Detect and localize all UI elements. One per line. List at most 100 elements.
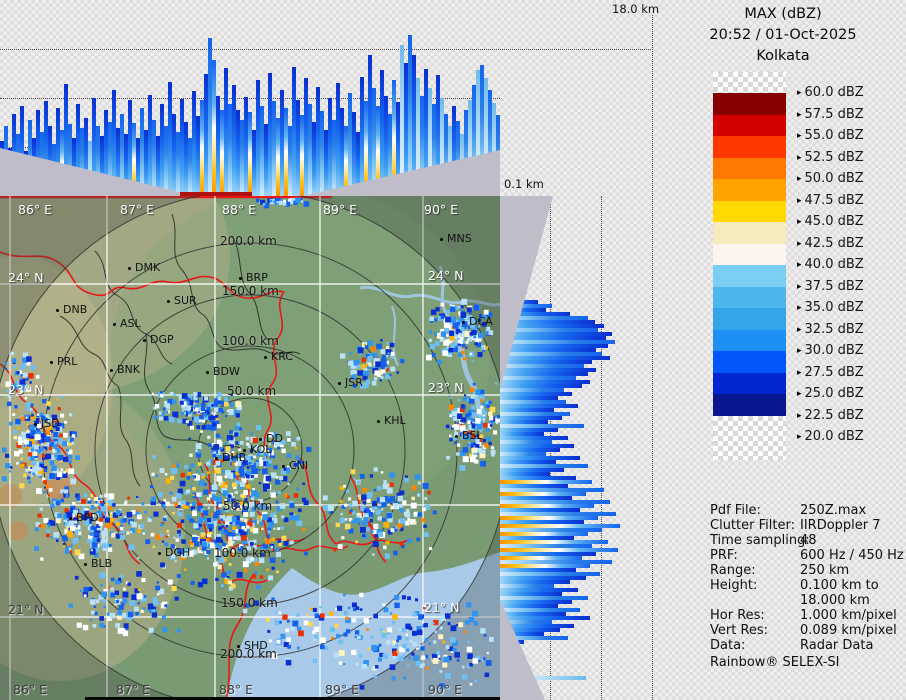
echo-column [468,100,472,196]
scale-label: ▸ 20.0 dBZ [797,429,864,444]
city-marker-dot [455,435,458,438]
echo-row [500,592,562,596]
metadata-value: 250Z.max [800,503,867,518]
echo-column [84,118,88,196]
city-marker-dot [237,645,240,648]
echo-row [500,432,544,436]
echo-row [500,600,572,604]
echo-column [140,108,144,196]
district-boundaries [59,213,301,487]
echo-column [228,104,232,196]
echo-column [188,138,192,196]
metadata-key: Height: [710,578,758,593]
echo-column [344,126,348,196]
echo-column [440,98,444,196]
city-label: BDW [213,365,240,378]
city-marker-dot [259,438,262,441]
city-label: SUR [174,294,197,307]
city-marker-dot [128,267,131,270]
echo-row [500,560,612,564]
echo-column [292,67,296,196]
echo-row [500,540,608,544]
echo-row [500,420,548,424]
echo-column [212,60,216,196]
echo-column [100,136,104,196]
echo-column [164,126,168,196]
echo-column [448,126,452,196]
echo-column [128,100,132,196]
city-marker-dot [206,371,209,374]
echo-column [328,98,332,196]
city-label: BNK [117,363,140,376]
city-label: DGP [150,333,174,346]
echo-row [500,412,570,416]
metadata-value: 48 [800,533,817,548]
echo-column [420,96,424,196]
latitude-label: 21° N [8,602,44,617]
echo-column [44,101,48,196]
tick-arrow-icon: ▸ [797,195,802,206]
echo-column [156,136,160,196]
echo-column [220,110,224,196]
scale-label: ▸ 35.0 dBZ [797,300,864,315]
echo-row [500,484,568,488]
range-ring-label: 150.0 km [221,596,278,610]
latitude-label: 24° N [428,268,464,283]
echo-row [500,400,566,404]
color-swatch [713,157,786,179]
map-labels-layer: 86° E 87° E 88° E 89° E 90° E 86° E 87° E 88° E… [0,196,500,700]
echo-column [360,77,364,196]
echo-row [500,348,596,352]
echo-row [500,436,568,440]
echo-column [336,83,340,196]
echo-column [372,88,376,196]
echo-column [404,63,408,196]
city-label: BSL [462,429,483,442]
echo-row [500,572,600,576]
color-swatch [713,394,786,416]
echo-column [320,111,324,196]
echo-row [500,628,560,632]
city-marker-dot [50,361,53,364]
height-gridline [0,49,653,50]
color-swatch [713,265,786,287]
echo-column [408,35,412,196]
longitude-label: 90° E [428,682,463,697]
echo-column [340,108,344,196]
echo-row [500,548,618,552]
echo-row [500,456,580,460]
tick-arrow-icon: ▸ [797,432,802,442]
city-marker-dot [143,339,146,342]
color-swatch [713,372,786,394]
range-ring-label: 200.0 km [220,647,277,661]
echo-column [424,69,428,196]
tick-arrow-icon: ▸ [797,217,802,227]
echo-row [500,520,584,524]
range-ring-label: 100.0 km [222,334,279,348]
echo-column [60,130,64,196]
tick-arrow-icon: ▸ [797,410,802,421]
longitude-label: 88° E [222,202,257,217]
metadata-value: 0.089 km/pixel [800,623,897,638]
echo-column [388,114,392,196]
tick-arrow-icon: ▸ [797,260,802,270]
echo-row [500,576,586,580]
echo-row [500,528,602,532]
echo-row [500,568,576,572]
echo-column [356,132,360,196]
color-swatch [713,71,786,93]
echo-column [488,90,492,196]
longitude-label: 89° E [323,202,358,217]
color-swatch [713,200,786,222]
city-marker-dot [158,552,161,555]
range-ring [94,294,406,606]
city-marker-dot [34,423,37,426]
latitude-label: 23° N [8,382,44,397]
city-label: DCA [469,315,493,328]
echo-row [500,424,584,428]
software-branding: Rainbow® SELEX-SI [710,655,840,670]
metadata-key: Hor Res: [710,608,765,623]
echo-row [500,476,576,480]
city-label: JSD [41,417,60,430]
range-ring-label: 50.0 km [223,499,273,513]
